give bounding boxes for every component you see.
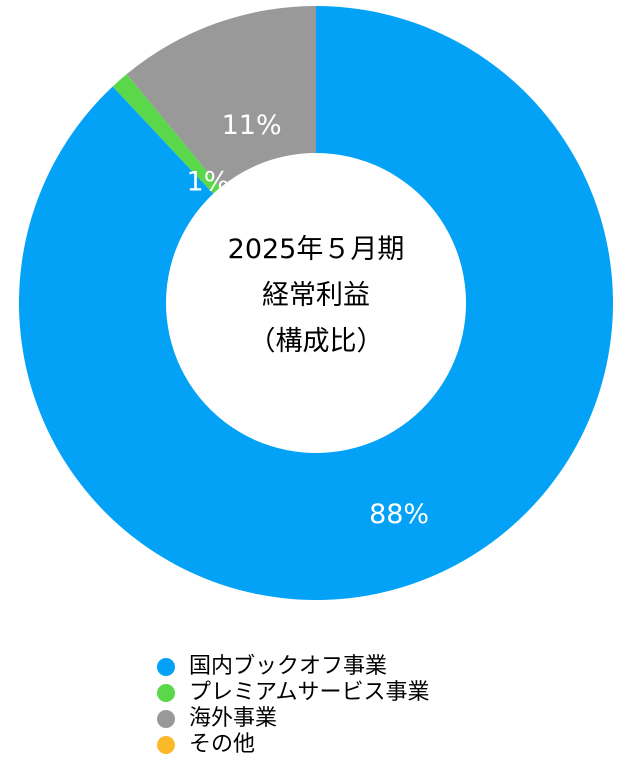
center-title-line-1: 2025年５月期 [228,234,405,265]
legend-item-other: その他 [157,732,429,758]
center-title-line-3: （構成比） [249,326,384,357]
legend-item-premium-service: プレミアムサービス事業 [157,680,429,706]
slice-label-2: 1% [187,166,230,197]
slice-labels: 88% 1% 11% [187,110,430,530]
legend-item-domestic-bookoff: 国内ブックオフ事業 [157,654,429,680]
legend-label: 国内ブックオフ事業 [189,654,388,679]
legend-swatch [157,710,175,728]
legend-label: プレミアムサービス事業 [189,680,430,705]
legend-swatch [157,736,175,754]
legend-swatch [157,658,175,676]
slice-3 [126,6,316,188]
slice-label-3: 11% [222,110,282,141]
donut-slices [18,6,614,600]
donut-chart: 88% 1% 11% 2025年５月期 経常利益 （構成比） [18,6,614,600]
legend-label: 海外事業 [189,706,278,731]
center-title-line-2: 経常利益 [262,280,370,311]
legend-item-overseas: 海外事業 [157,706,429,732]
legend: 国内ブックオフ事業 プレミアムサービス事業 海外事業 その他 [157,654,429,758]
slice-label-1: 88% [369,499,429,530]
legend-label: その他 [189,732,256,757]
legend-swatch [157,684,175,702]
slice-1 [18,6,614,600]
slice-2 [112,74,221,194]
